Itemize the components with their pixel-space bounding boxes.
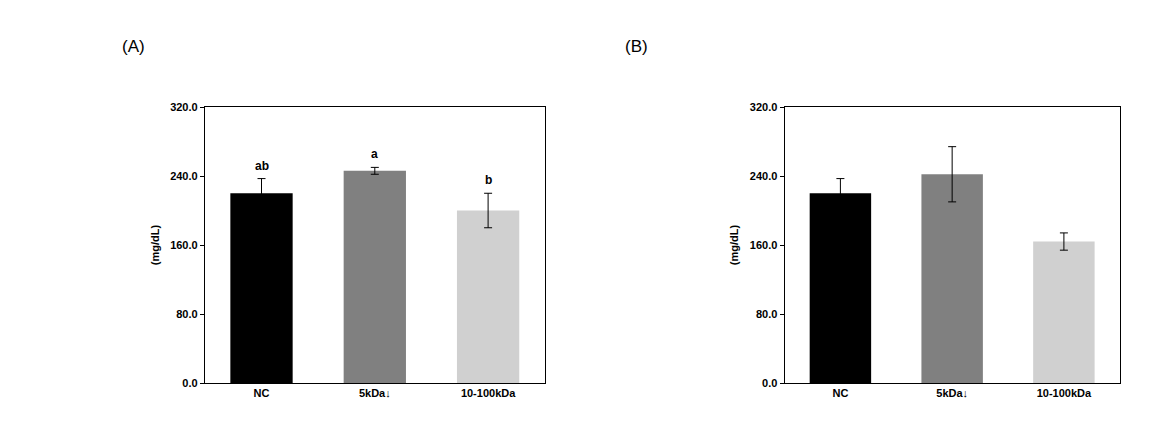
svg-text:(mg/dL): (mg/dL) (728, 225, 740, 266)
svg-text:320.0: 320.0 (170, 101, 198, 113)
svg-text:0.0: 0.0 (762, 377, 777, 389)
svg-text:240.0: 240.0 (750, 170, 778, 182)
svg-text:(A): (A) (122, 37, 145, 56)
svg-text:NC: NC (832, 387, 848, 399)
svg-text:ab: ab (255, 159, 269, 173)
svg-text:80.0: 80.0 (176, 308, 197, 320)
svg-text:NC: NC (254, 387, 270, 399)
svg-text:10-100kDa: 10-100kDa (461, 387, 516, 399)
svg-text:10-100kDa: 10-100kDa (1037, 387, 1092, 399)
svg-text:5kDa↓: 5kDa↓ (359, 387, 391, 399)
svg-text:240.0: 240.0 (170, 170, 198, 182)
svg-text:b: b (485, 173, 492, 187)
svg-text:a: a (371, 147, 378, 161)
svg-text:160.0: 160.0 (750, 239, 778, 251)
svg-text:320.0: 320.0 (750, 101, 778, 113)
svg-text:80.0: 80.0 (756, 308, 777, 320)
svg-text:0.0: 0.0 (182, 377, 197, 389)
svg-text:(mg/dL): (mg/dL) (149, 225, 161, 266)
svg-text:160.0: 160.0 (170, 239, 198, 251)
svg-text:5kDa↓: 5kDa↓ (936, 387, 968, 399)
svg-text:(B): (B) (625, 37, 648, 56)
